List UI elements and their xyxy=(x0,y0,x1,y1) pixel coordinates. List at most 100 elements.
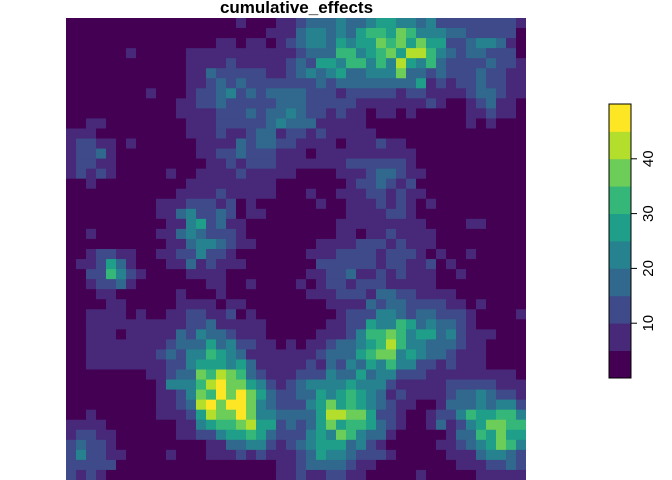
raster-cell xyxy=(146,409,157,421)
raster-cell xyxy=(116,349,127,361)
raster-cell xyxy=(346,269,357,280)
raster-cell xyxy=(216,359,227,371)
raster-cell xyxy=(446,299,457,310)
raster-cell xyxy=(306,249,317,260)
raster-cell xyxy=(286,158,297,170)
raster-cell xyxy=(166,108,177,120)
raster-cell xyxy=(346,88,357,99)
raster-cell xyxy=(426,259,437,270)
raster-cell xyxy=(296,409,307,421)
raster-cell xyxy=(416,349,427,361)
raster-cell xyxy=(496,68,507,79)
raster-cell xyxy=(226,238,237,250)
raster-cell xyxy=(176,98,187,109)
raster-cell xyxy=(296,449,307,461)
raster-cell xyxy=(426,429,437,441)
raster-cell xyxy=(276,208,287,220)
raster-cell xyxy=(116,429,127,441)
raster-cell xyxy=(316,208,327,220)
raster-cell xyxy=(186,128,197,140)
raster-cell xyxy=(246,459,257,471)
raster-cell xyxy=(336,299,347,310)
raster-cell xyxy=(466,349,477,361)
raster-cell xyxy=(206,78,217,89)
raster-cell xyxy=(416,218,427,230)
raster-cell xyxy=(516,449,526,461)
raster-cell xyxy=(516,18,526,29)
raster-cell xyxy=(326,299,337,310)
raster-cell xyxy=(256,339,267,351)
raster-cell xyxy=(486,128,497,140)
raster-cell xyxy=(516,218,526,230)
raster-cell xyxy=(326,98,337,109)
raster-cell xyxy=(346,339,357,351)
raster-cell xyxy=(186,459,197,471)
raster-cell xyxy=(146,369,157,381)
raster-cell xyxy=(156,399,167,411)
raster-cell xyxy=(106,18,117,29)
raster-cell xyxy=(336,339,347,351)
raster-cell xyxy=(216,158,227,170)
raster-cell xyxy=(416,208,427,220)
raster-cell xyxy=(106,218,117,230)
raster-cell xyxy=(256,178,267,190)
raster-cell xyxy=(296,309,307,320)
raster-cell xyxy=(166,218,177,230)
raster-cell xyxy=(226,359,237,371)
raster-cell xyxy=(156,88,167,99)
raster-cell xyxy=(276,299,287,310)
raster-cell xyxy=(366,48,377,59)
raster-cell xyxy=(406,299,417,310)
raster-cell xyxy=(416,459,427,471)
raster-cell xyxy=(416,279,427,290)
raster-cell xyxy=(76,299,87,310)
raster-cell xyxy=(356,289,367,300)
raster-cell xyxy=(66,369,77,381)
raster-cell xyxy=(516,419,526,431)
raster-cell xyxy=(126,259,137,270)
raster-cell xyxy=(516,28,526,39)
raster-cell xyxy=(496,449,507,461)
raster-cell xyxy=(146,88,157,99)
raster-cell xyxy=(386,319,397,330)
raster-cell xyxy=(256,399,267,411)
raster-cell xyxy=(206,228,217,240)
raster-cell xyxy=(136,429,147,441)
raster-cell xyxy=(236,309,247,320)
raster-cell xyxy=(106,48,117,59)
raster-cell xyxy=(286,349,297,361)
raster-cell xyxy=(506,78,517,89)
raster-cell xyxy=(66,269,77,280)
raster-cell xyxy=(126,58,137,69)
raster-cell xyxy=(66,309,77,320)
raster-cell xyxy=(216,419,227,431)
raster-cell xyxy=(66,409,77,421)
raster-cell xyxy=(436,469,447,480)
raster-cell xyxy=(236,178,247,190)
raster-cell xyxy=(106,349,117,361)
legend-swatch xyxy=(609,104,631,132)
raster-cell xyxy=(516,98,526,109)
raster-cell xyxy=(206,469,217,480)
raster-cell xyxy=(506,389,517,401)
raster-cell xyxy=(386,469,397,480)
raster-cell xyxy=(96,118,107,130)
raster-cell xyxy=(256,218,267,230)
raster-cell xyxy=(356,38,367,49)
raster-cell xyxy=(436,48,447,59)
raster-cell xyxy=(346,249,357,260)
raster-cell xyxy=(366,279,377,290)
raster-cell xyxy=(166,339,177,351)
raster-cell xyxy=(96,148,107,160)
raster-cell xyxy=(236,78,247,89)
raster-cell xyxy=(236,379,247,391)
raster-cell xyxy=(276,238,287,250)
raster-cell xyxy=(496,48,507,59)
raster-cell xyxy=(86,18,97,29)
raster-cell xyxy=(96,198,107,210)
raster-cell xyxy=(286,299,297,310)
raster-cell xyxy=(236,299,247,310)
raster-cell xyxy=(396,429,407,441)
raster-cell xyxy=(106,249,117,260)
raster-cell xyxy=(166,168,177,180)
